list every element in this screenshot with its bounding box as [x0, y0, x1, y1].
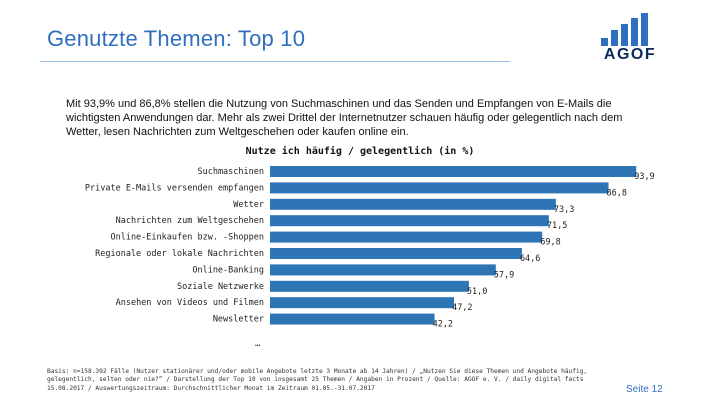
- data-label: 71,5: [547, 221, 567, 231]
- agof-logo-bars-icon: [601, 13, 648, 46]
- bar: [270, 215, 549, 227]
- data-label: 69,8: [540, 238, 560, 248]
- data-label: 86,8: [607, 188, 627, 198]
- category-label: Online-Banking: [192, 265, 264, 275]
- more-topics-ellipsis: …: [255, 339, 261, 349]
- category-label: Wetter: [233, 200, 264, 210]
- data-label: 51,0: [467, 287, 487, 297]
- bar: [270, 264, 496, 276]
- bar: [270, 297, 455, 309]
- data-label: 57,9: [494, 270, 514, 280]
- category-label: Suchmaschinen: [197, 167, 264, 177]
- page-title: Genutzte Themen: Top 10: [47, 26, 306, 51]
- data-label: 93,9: [634, 172, 654, 182]
- bar: [270, 248, 522, 259]
- category-label: Soziale Netzwerke: [177, 282, 264, 292]
- source-footnote: Basis: n=158.392 Fälle (Nutzer stationär…: [47, 368, 588, 392]
- data-label: 47,2: [452, 303, 472, 313]
- agof-logo-text: AGOF: [603, 46, 657, 63]
- data-label: 42,2: [433, 320, 453, 330]
- bar: [270, 198, 556, 210]
- bar: [270, 231, 543, 243]
- category-label: Regionale oder lokale Nachrichten: [95, 249, 264, 259]
- category-label: Online-Einkaufen bzw. -Shoppen: [110, 233, 264, 243]
- category-label: Newsletter: [213, 315, 264, 325]
- title-divider: [40, 61, 510, 62]
- bar: [270, 182, 609, 194]
- bar: [270, 280, 469, 292]
- page-number: Seite 12: [626, 384, 663, 395]
- data-label: 64,6: [520, 254, 540, 264]
- category-label: Ansehen von Videos und Filmen: [116, 298, 264, 308]
- bar: [270, 313, 435, 325]
- category-label: Private E-Mails versenden empfangen: [85, 183, 264, 193]
- intro-text: Mit 93,9% und 86,8% stellen die Nutzung …: [66, 98, 623, 138]
- bar: [270, 166, 637, 177]
- chart-title: Nutze ich häufig / gelegentlich (in %): [245, 146, 475, 157]
- category-label: Nachrichten zum Weltgeschehen: [116, 216, 264, 226]
- data-label: 73,3: [554, 205, 574, 215]
